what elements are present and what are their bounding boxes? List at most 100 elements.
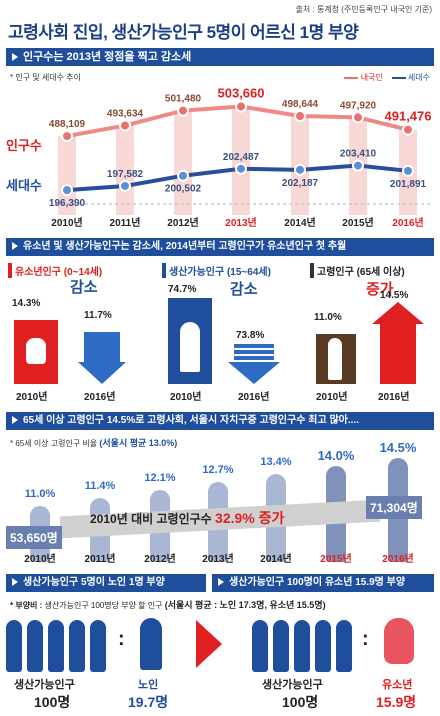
ratio-label-4: 13.4% — [260, 456, 292, 468]
elderly-y1: 2010년 — [316, 392, 348, 403]
section3-note-bold: (서울시 평균 13.0%) — [99, 438, 178, 448]
population-line-chart: 488,109 493,634 501,480 503,660 498,644 497,9… — [49, 85, 432, 229]
pop-label-6: 491,476 — [385, 109, 432, 124]
x-tick-6: 2016년 — [392, 216, 423, 229]
pop-point-2 — [177, 104, 189, 117]
section3-note-text: * 65세 이상 고령인구 비율 — [10, 439, 98, 448]
working-person-icon — [27, 620, 43, 672]
hh-point-5 — [352, 159, 364, 172]
working-people-right — [252, 614, 362, 674]
hh-label-1: 197,582 — [107, 169, 144, 180]
working-arrow-head — [228, 362, 280, 384]
pop-point-5 — [352, 111, 364, 124]
pop-point-1 — [119, 119, 131, 132]
working-v1: 74.7% — [168, 284, 197, 295]
note-text: 생산가능인구 100명당 부양 할 인구 — [44, 601, 163, 610]
hh-label-4: 202,187 — [282, 178, 319, 189]
youth-label-bottom: 유소년 — [382, 679, 413, 691]
note-seoul: (서울시 평균 : 노인 17.3명, 유소년 15.5명) — [164, 600, 326, 610]
x-tick-4: 2014년 — [284, 216, 315, 229]
elderly-label-bottom: 노인 — [138, 679, 159, 691]
s3-year-6: 2016년 — [382, 554, 414, 565]
source: 출처 : 통계청 (주민등록인구 내국인 기준) — [295, 5, 432, 14]
s3-year-4: 2014년 — [260, 554, 292, 565]
section4-header-left: 생산가능인구 5명이 노인 1명 부양 — [6, 574, 206, 592]
pop-label-0: 488,109 — [49, 119, 86, 130]
elderly-v2: 14.5% — [380, 290, 409, 301]
section3-note: * 65세 이상 고령인구 비율 (서울시 평균 13.0%) — [10, 436, 177, 449]
pop-bar-1 — [116, 125, 134, 215]
elderly-group: 고령인구 (65세 이상) 증가 11.0% 14.5% 2010년 2016년 — [310, 262, 436, 412]
chevron-right-icon — [196, 620, 222, 668]
working-person-icon — [315, 620, 331, 672]
page-title: 고령사회 진입, 생산가능인구 5명이 어르신 1명 부양 — [8, 23, 359, 42]
pop-point-3 — [235, 100, 247, 113]
working-person-icon — [294, 620, 310, 672]
hh-point-3 — [235, 162, 247, 175]
youth-arrow-head — [78, 362, 126, 384]
s3-year-3: 2013년 — [202, 554, 234, 565]
section2-header-text: 유소년 및 생산가능인구는 감소세, 2014년부터 고령인구가 유소년인구 첫… — [23, 241, 347, 252]
x-tick-2: 2012년 — [167, 216, 198, 229]
s3-year-2: 2012년 — [144, 554, 176, 565]
working-people-left — [6, 614, 116, 674]
ratio-label-6: 14.5% — [379, 440, 417, 455]
hh-label-3: 202,487 — [223, 152, 260, 163]
ratio-label-0: 11.0% — [24, 488, 56, 500]
legend-hh: 세대수 — [407, 73, 430, 82]
elderly-figures: 11.0% 11.4% 12.1% 12.7% 13.4% 14.0% 14.5% — [0, 440, 440, 568]
section1-note: * 인구 및 세대수 추이 — [10, 73, 81, 82]
youth-trend: 감소 — [70, 279, 98, 296]
colon-right: : — [362, 628, 369, 650]
baby-icon — [26, 338, 46, 364]
triangle-icon — [218, 578, 224, 587]
legend: 내국인 세대수 — [344, 72, 430, 83]
youth-value-bottom: 15.9명 — [376, 694, 417, 710]
hh-point-0 — [61, 184, 73, 197]
working-person-icon — [69, 620, 85, 672]
youth-v2: 11.7% — [84, 310, 112, 321]
working-v2: 73.8% — [236, 330, 265, 341]
person-icon — [180, 322, 200, 372]
banner-text: 2010년 대비 고령인구수 — [90, 512, 212, 526]
pop-point-0 — [61, 130, 73, 143]
elderly-arrow-up — [380, 324, 416, 384]
hh-label-5: 203,410 — [340, 149, 377, 160]
pop-label-4: 498,644 — [282, 99, 319, 110]
working-label-left: 생산가능인구 — [14, 679, 75, 691]
working-person-icon — [336, 620, 352, 672]
section1-header-text: 인구수는 2013년 정점을 찍고 감소세 — [23, 51, 192, 63]
colon-left: : — [118, 628, 125, 650]
hh-point-6 — [402, 164, 414, 177]
s3-year-0: 2010년 — [24, 554, 56, 565]
x-tick-5: 2015년 — [342, 216, 373, 229]
section2-header: 유소년 및 생산가능인구는 감소세, 2014년부터 고령인구가 유소년인구 첫… — [6, 238, 434, 256]
triangle-icon — [12, 578, 18, 587]
s3-year-5: 2015년 — [320, 554, 352, 565]
hh-label-6: 201,891 — [390, 179, 427, 190]
working-y2: 2016년 — [238, 392, 270, 403]
note-bold: * 부양비 : — [10, 601, 43, 610]
pop-point-4 — [294, 110, 306, 123]
hh-label-2: 200,502 — [165, 184, 202, 195]
elderly-y2: 2016년 — [378, 392, 410, 403]
youth-arrow-down — [84, 332, 120, 362]
legend-pop-icon — [344, 76, 359, 79]
working-person-icon — [48, 620, 64, 672]
label-pop: 인구수 — [6, 138, 42, 153]
x-tick-3: 2013년 — [225, 216, 256, 229]
elderly-person-icon — [328, 338, 342, 380]
hh-point-2 — [177, 169, 189, 182]
label-hh: 세대수 — [6, 178, 42, 193]
working-person-icon — [252, 620, 268, 672]
section4-header-right: 생산가능인구 100명이 유소년 15.9명 부양 — [212, 574, 434, 592]
pop-label-1: 493,634 — [107, 109, 144, 120]
pop-point-6 — [402, 123, 414, 136]
working-person-icon — [6, 620, 22, 672]
hh-label-0: 196,390 — [49, 198, 86, 209]
section4-note: * 부양비 : 생산가능인구 100명당 부양 할 인구 (서울시 평균 : 노… — [10, 598, 326, 611]
working-trend: 감소 — [230, 281, 258, 298]
pop-bar-3 — [232, 106, 250, 215]
start-count: 53,650명 — [6, 526, 62, 549]
triangle-icon — [12, 416, 18, 425]
